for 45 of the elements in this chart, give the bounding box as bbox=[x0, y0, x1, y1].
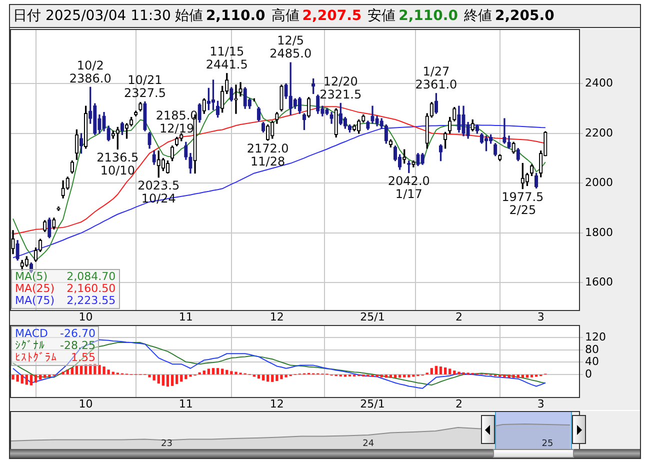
x-tick-label: 11 bbox=[178, 310, 193, 324]
series-label: MACD -26.70 bbox=[15, 327, 96, 340]
x-tick-label: 11 bbox=[178, 397, 193, 410]
x-tick-label: 2 bbox=[455, 397, 462, 410]
annotation: 1/27 2361.0 bbox=[415, 64, 458, 92]
x-tick-label: 24 bbox=[362, 438, 374, 449]
text: MA(5) 2,084.70 bbox=[15, 270, 116, 283]
y-tick-label: 120 bbox=[585, 330, 606, 344]
text: MA(25) 2,160.50 bbox=[15, 282, 116, 295]
annotation: 2136.5 10/10 bbox=[96, 150, 139, 178]
y-tick-label: 2000 bbox=[585, 176, 613, 190]
annotation: 2185.0 12/19 bbox=[156, 108, 198, 136]
x-tick-label: 10 bbox=[78, 310, 93, 324]
annotation: 10/21 2327.5 bbox=[124, 72, 166, 100]
y-tick-label: 1800 bbox=[585, 226, 613, 239]
x-tick-label: 10 bbox=[78, 397, 93, 410]
text: 終値 2,205.0 bbox=[464, 8, 554, 24]
text: 高値 2,207.5 bbox=[271, 8, 362, 24]
y-tick-label: 2400 bbox=[585, 76, 613, 90]
y-tick-label: 40 bbox=[585, 355, 599, 368]
x-tick-label: 25 bbox=[542, 438, 554, 449]
text: ﾋｽﾄｸﾞﾗﾑ 1.55 bbox=[15, 351, 96, 364]
x-tick-label: 2 bbox=[455, 310, 462, 324]
annotation: 10/2 2386.0 bbox=[69, 58, 112, 86]
x-tick-label: 3 bbox=[537, 310, 544, 324]
y-tick-label: 0 bbox=[585, 367, 592, 380]
annotation: 12/20 2321.5 bbox=[320, 74, 362, 102]
x-tick-label: 12 bbox=[270, 310, 284, 324]
x-tick-label: 25/1 bbox=[360, 397, 385, 410]
annotation: 1977.5 2/25 bbox=[502, 190, 544, 217]
text: 安値 2,110.0 bbox=[368, 8, 458, 24]
x-tick-label: 23 bbox=[161, 438, 173, 449]
annotation: 2172.0 11/28 bbox=[246, 142, 289, 169]
y-tick-label: 2200 bbox=[585, 126, 613, 140]
x-tick-label: 3 bbox=[537, 397, 544, 410]
x-tick-label: 12 bbox=[270, 397, 284, 410]
annotation: 11/15 2441.5 bbox=[206, 44, 248, 72]
annotation: 2042.0 1/17 bbox=[388, 174, 430, 201]
text: MA(75) 2,223.55 bbox=[15, 294, 116, 307]
y-tick-label: 80 bbox=[585, 342, 599, 356]
chart-title: 日付 2025/03/04 11:30 bbox=[13, 8, 171, 24]
x-tick-label: 25/1 bbox=[360, 310, 385, 324]
annotation: 12/5 2485.0 bbox=[270, 34, 312, 61]
y-tick-label: 1600 bbox=[585, 276, 613, 289]
text: 始値 2,110.0 bbox=[174, 8, 266, 24]
